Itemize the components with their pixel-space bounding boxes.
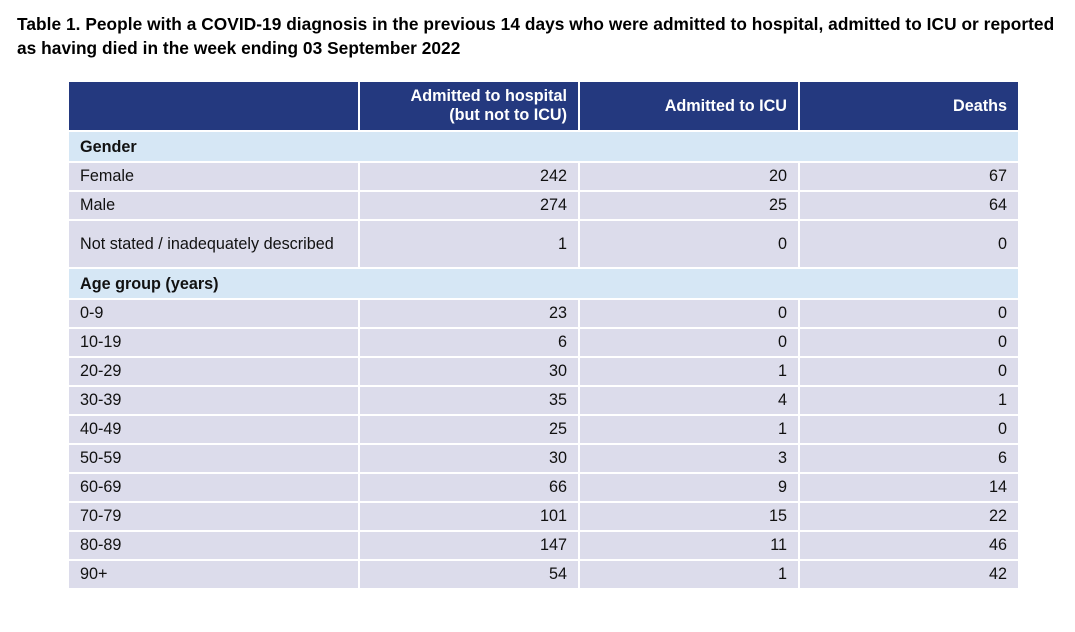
hospital-value: 25: [358, 414, 580, 445]
hospital-value: 30: [358, 443, 580, 474]
header-admitted-hospital-line1: Admitted to hospital: [410, 87, 567, 105]
section-row-age-group: Age group (years): [67, 267, 1020, 300]
table-row: 20-29 30 1 0: [67, 356, 1020, 387]
section-title: Gender: [67, 130, 1020, 163]
hospital-value: 35: [358, 385, 580, 416]
table-body: Gender Female 242 20 67 Male 274 25 64 N…: [67, 130, 1020, 590]
header-admitted-icu: Admitted to ICU: [578, 80, 800, 132]
row-label: 90+: [67, 559, 360, 590]
row-label: Male: [67, 190, 360, 221]
table-row: Female 242 20 67: [67, 161, 1020, 192]
row-label: 70-79: [67, 501, 360, 532]
deaths-value: 46: [798, 530, 1020, 561]
row-label: 80-89: [67, 530, 360, 561]
icu-value: 0: [578, 298, 800, 329]
icu-value: 25: [578, 190, 800, 221]
icu-value: 1: [578, 356, 800, 387]
table-row: 60-69 66 9 14: [67, 472, 1020, 503]
row-label: 50-59: [67, 443, 360, 474]
icu-value: 3: [578, 443, 800, 474]
hospital-value: 66: [358, 472, 580, 503]
hospital-value: 30: [358, 356, 580, 387]
row-label: Not stated / inadequately described: [67, 219, 360, 269]
table-row: 40-49 25 1 0: [67, 414, 1020, 445]
icu-value: 4: [578, 385, 800, 416]
deaths-value: 42: [798, 559, 1020, 590]
hospital-value: 242: [358, 161, 580, 192]
header-admitted-hospital-line2: (but not to ICU): [449, 106, 567, 124]
icu-value: 9: [578, 472, 800, 503]
header-deaths: Deaths: [798, 80, 1020, 132]
table-row: Male 274 25 64: [67, 190, 1020, 221]
icu-value: 0: [578, 219, 800, 269]
deaths-value: 0: [798, 219, 1020, 269]
hospital-value: 1: [358, 219, 580, 269]
table-row: 0-9 23 0 0: [67, 298, 1020, 329]
table-row: 50-59 30 3 6: [67, 443, 1020, 474]
table-row: 70-79 101 15 22: [67, 501, 1020, 532]
icu-value: 1: [578, 559, 800, 590]
icu-value: 0: [578, 327, 800, 358]
row-label: 30-39: [67, 385, 360, 416]
deaths-value: 0: [798, 414, 1020, 445]
deaths-value: 0: [798, 327, 1020, 358]
hospital-value: 147: [358, 530, 580, 561]
table-caption: Table 1. People with a COVID-19 diagnosi…: [17, 14, 1055, 58]
icu-value: 11: [578, 530, 800, 561]
row-label: Female: [67, 161, 360, 192]
table-row: Not stated / inadequately described 1 0 …: [67, 219, 1020, 269]
section-row-gender: Gender: [67, 130, 1020, 163]
header-category: [67, 80, 360, 132]
header-admitted-hospital: Admitted to hospital (but not to ICU): [358, 80, 580, 132]
hospital-value: 6: [358, 327, 580, 358]
row-label: 10-19: [67, 327, 360, 358]
icu-value: 1: [578, 414, 800, 445]
row-label: 0-9: [67, 298, 360, 329]
row-label: 60-69: [67, 472, 360, 503]
deaths-value: 0: [798, 356, 1020, 387]
table-header: Admitted to hospital (but not to ICU) Ad…: [67, 80, 1020, 132]
icu-value: 20: [578, 161, 800, 192]
deaths-value: 1: [798, 385, 1020, 416]
table-row: 80-89 147 11 46: [67, 530, 1020, 561]
header-row: Admitted to hospital (but not to ICU) Ad…: [67, 80, 1020, 132]
section-title: Age group (years): [67, 267, 1020, 300]
table-row: 30-39 35 4 1: [67, 385, 1020, 416]
icu-value: 15: [578, 501, 800, 532]
row-label: 40-49: [67, 414, 360, 445]
deaths-value: 0: [798, 298, 1020, 329]
covid-admissions-table: Admitted to hospital (but not to ICU) Ad…: [67, 80, 1020, 590]
hospital-value: 274: [358, 190, 580, 221]
deaths-value: 6: [798, 443, 1020, 474]
row-label: 20-29: [67, 356, 360, 387]
hospital-value: 54: [358, 559, 580, 590]
table-row: 10-19 6 0 0: [67, 327, 1020, 358]
deaths-value: 14: [798, 472, 1020, 503]
table-row: 90+ 54 1 42: [67, 559, 1020, 590]
hospital-value: 101: [358, 501, 580, 532]
deaths-value: 67: [798, 161, 1020, 192]
deaths-value: 22: [798, 501, 1020, 532]
deaths-value: 64: [798, 190, 1020, 221]
hospital-value: 23: [358, 298, 580, 329]
